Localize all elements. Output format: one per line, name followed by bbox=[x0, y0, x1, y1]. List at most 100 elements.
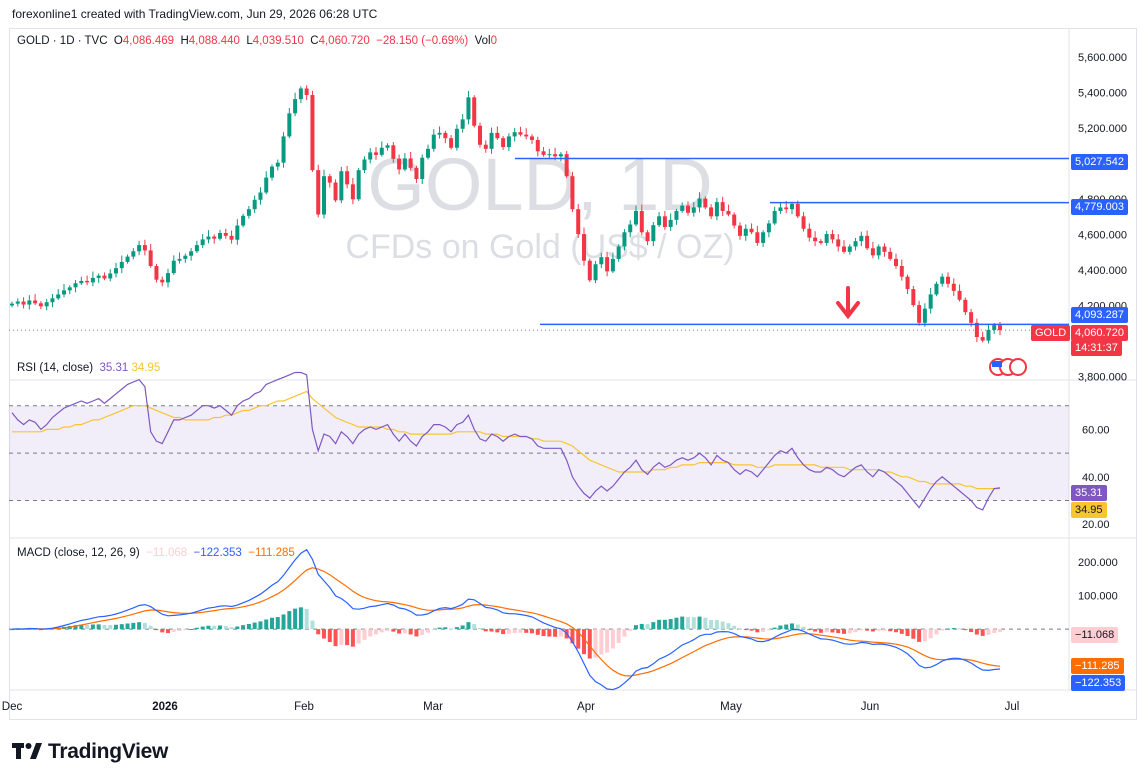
tradingview-logo[interactable]: TradingView bbox=[12, 740, 168, 764]
macd-histogram-bar bbox=[720, 621, 725, 630]
macd-histogram-bar bbox=[518, 629, 523, 633]
macd-histogram-bar bbox=[160, 629, 165, 633]
current-price-tag: 4,060.720 bbox=[1071, 325, 1128, 341]
candle-body bbox=[200, 239, 205, 246]
candle-body bbox=[489, 132, 494, 149]
candle-body bbox=[379, 147, 384, 155]
rsi-legend: RSI (14, close) 35.31 34.95 bbox=[17, 362, 160, 374]
candle-body bbox=[541, 151, 546, 155]
candle-body bbox=[131, 251, 136, 257]
macd-histogram-bar bbox=[339, 629, 344, 645]
macd-histogram-bar bbox=[870, 629, 875, 632]
macd-histogram-bar bbox=[270, 617, 274, 630]
macd-histogram-bar bbox=[90, 624, 95, 630]
macd-histogram-bar bbox=[651, 622, 656, 630]
candle-body bbox=[350, 184, 355, 200]
candle-body bbox=[743, 228, 748, 236]
candle-body bbox=[252, 199, 257, 210]
macd-histogram-bar bbox=[385, 629, 390, 631]
candle-body bbox=[807, 228, 812, 238]
macd-histogram-bar bbox=[766, 629, 771, 631]
macd-legend: MACD (close, 12, 26, 9) −11.068 −122.353… bbox=[17, 547, 295, 559]
candle-body bbox=[651, 225, 656, 242]
candle-body bbox=[142, 245, 147, 251]
candle-body bbox=[437, 132, 442, 135]
macd-histogram-bar bbox=[784, 624, 789, 630]
candle-body bbox=[772, 210, 777, 224]
macd-histogram-bar bbox=[922, 629, 927, 642]
time-axis-tick: Feb bbox=[294, 701, 314, 713]
candle-body bbox=[998, 325, 1002, 331]
macd-line bbox=[11, 548, 1001, 691]
price-axis-tick: 5,200.000 bbox=[1078, 123, 1127, 135]
chart-canvas[interactable]: GOLD, 1D CFDs on Gold (US$ / OZ) 5,600.0… bbox=[0, 0, 1148, 730]
candle-body bbox=[183, 255, 188, 259]
macd-histogram-bar bbox=[460, 625, 465, 630]
candle-body bbox=[992, 325, 997, 330]
macd-histogram-bar bbox=[114, 624, 118, 630]
candle-body bbox=[576, 209, 581, 235]
horizontal-levels bbox=[9, 157, 1069, 331]
candle-body bbox=[726, 210, 731, 215]
macd-histogram-bar bbox=[183, 629, 188, 631]
candle-body bbox=[316, 170, 321, 215]
macd-histogram-bar bbox=[368, 629, 373, 637]
macd-histogram-bar bbox=[535, 629, 540, 635]
macd-histogram-bar bbox=[431, 629, 436, 631]
event-icon bbox=[1009, 358, 1027, 376]
candle-body bbox=[680, 205, 685, 211]
rsi-axis-tick: 40.00 bbox=[1082, 472, 1110, 484]
candle-body bbox=[206, 236, 211, 240]
candle-body bbox=[530, 136, 534, 140]
macd-histogram-bar bbox=[599, 629, 604, 655]
candle-body bbox=[853, 241, 858, 247]
candle-body bbox=[905, 276, 910, 290]
candle-body bbox=[859, 235, 864, 242]
candle-body bbox=[888, 251, 893, 259]
macd-histogram-bar bbox=[726, 623, 731, 630]
macd-histogram-bar bbox=[859, 629, 864, 631]
flag-canton bbox=[992, 361, 1002, 367]
macd-signal-tag: −111.285 bbox=[1071, 658, 1124, 674]
macd-histogram-bar bbox=[553, 629, 558, 637]
candle-body bbox=[761, 232, 766, 243]
candle-body bbox=[599, 257, 604, 265]
candle-body bbox=[102, 275, 107, 279]
macd-histogram-bar bbox=[108, 625, 113, 630]
candle-body bbox=[749, 228, 754, 233]
macd-histogram-bar bbox=[951, 628, 956, 630]
macd-histogram-bar bbox=[558, 629, 563, 637]
candle-body bbox=[426, 148, 430, 158]
main-legend: GOLD · 1D · TVC O4,086.469 H4,088.440 L4… bbox=[17, 35, 498, 47]
macd-histogram-bar bbox=[316, 629, 321, 635]
macd-histogram-bar bbox=[998, 629, 1002, 632]
candle-body bbox=[899, 266, 904, 277]
macd-histogram-bar bbox=[691, 617, 696, 630]
macd-histogram-bar bbox=[420, 629, 425, 635]
macd-histogram-bar bbox=[732, 625, 737, 630]
open-value: 4,086.469 bbox=[122, 35, 175, 47]
time-axis-tick: Jul bbox=[1005, 701, 1020, 713]
rsi-ma-value: 34.95 bbox=[131, 362, 161, 374]
candle-body bbox=[79, 280, 84, 284]
candle-body bbox=[784, 207, 789, 210]
macd-histogram-bar bbox=[605, 629, 610, 653]
rsi-pane bbox=[9, 371, 1069, 511]
macd-histogram-bar bbox=[587, 629, 592, 659]
macd-histogram-bar bbox=[414, 629, 419, 637]
candle-body bbox=[56, 294, 61, 299]
candle-body bbox=[564, 154, 569, 177]
symbol-label: GOLD · 1D · TVC bbox=[17, 35, 108, 47]
macd-histogram-bar bbox=[472, 624, 477, 630]
candle-body bbox=[137, 245, 142, 252]
candle-body bbox=[114, 268, 118, 274]
macd-histogram-bar bbox=[218, 625, 222, 630]
time-axis-tick: Dec bbox=[2, 701, 23, 713]
macd-histogram-bar bbox=[189, 629, 194, 631]
macd-histogram-bar bbox=[662, 619, 667, 630]
rsi-value-tag: 35.31 bbox=[1071, 485, 1107, 501]
candle-body bbox=[622, 232, 627, 247]
candles bbox=[10, 85, 1002, 344]
high-value: 4,088.440 bbox=[188, 35, 240, 47]
macd-histogram-bar bbox=[749, 629, 754, 631]
